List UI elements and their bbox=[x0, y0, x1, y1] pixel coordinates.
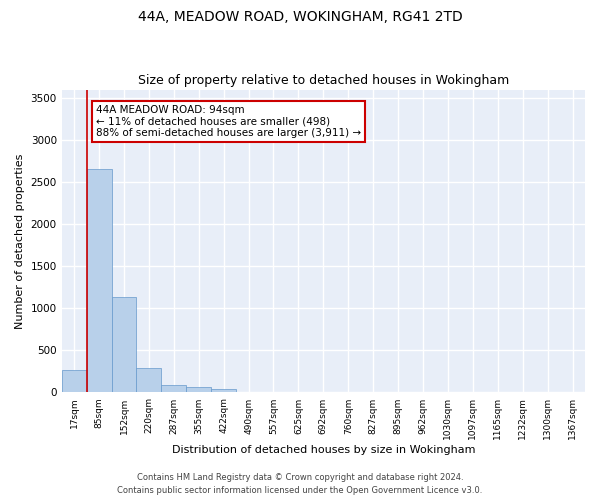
Title: Size of property relative to detached houses in Wokingham: Size of property relative to detached ho… bbox=[138, 74, 509, 87]
Bar bbox=[62, 370, 86, 392]
Bar bbox=[136, 368, 161, 392]
Text: 44A, MEADOW ROAD, WOKINGHAM, RG41 2TD: 44A, MEADOW ROAD, WOKINGHAM, RG41 2TD bbox=[137, 10, 463, 24]
Bar bbox=[211, 389, 236, 392]
X-axis label: Distribution of detached houses by size in Wokingham: Distribution of detached houses by size … bbox=[172, 445, 475, 455]
Bar bbox=[86, 170, 112, 392]
Text: Contains HM Land Registry data © Crown copyright and database right 2024.
Contai: Contains HM Land Registry data © Crown c… bbox=[118, 474, 482, 495]
Y-axis label: Number of detached properties: Number of detached properties bbox=[15, 154, 25, 328]
Bar bbox=[112, 296, 136, 392]
Bar bbox=[161, 385, 186, 392]
Bar bbox=[186, 388, 211, 392]
Text: 44A MEADOW ROAD: 94sqm
← 11% of detached houses are smaller (498)
88% of semi-de: 44A MEADOW ROAD: 94sqm ← 11% of detached… bbox=[95, 104, 361, 138]
